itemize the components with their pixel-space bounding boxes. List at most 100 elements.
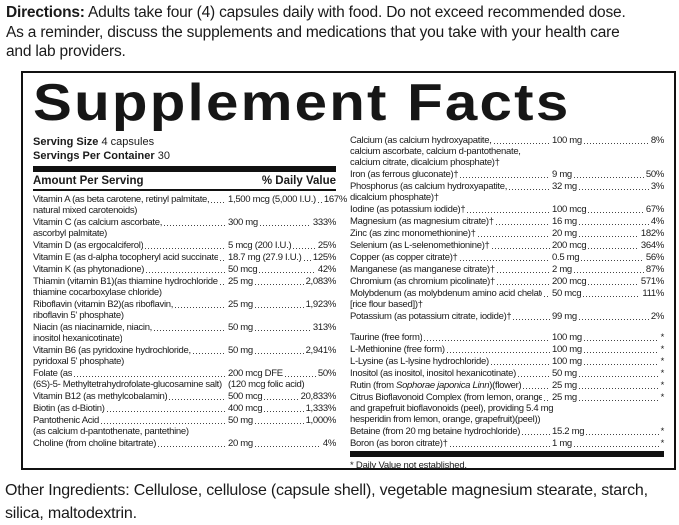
daily-value-header: % Daily Value — [261, 175, 336, 187]
nutrient-name: Thiamin (vitamin B1)(as thiamine hydroch… — [33, 276, 219, 287]
dot-leader — [583, 352, 659, 353]
nutrient-row: Betaine (from 20 mg betaine hydrochlorid… — [350, 426, 664, 437]
dot-leader — [74, 376, 226, 377]
dot-leader — [573, 177, 644, 178]
dot-leader — [169, 399, 226, 400]
nutrient-amount: 25 mg — [228, 299, 253, 310]
nutrient-row-line: Potassium (as potassium citrate, iodide)… — [350, 311, 664, 322]
nutrient-row-line: Magnesium (as magnesium citrate)† 16 mg 4% — [350, 216, 664, 227]
nutrient-row-line: Iron (as ferrous gluconate)† 9 mg 50% — [350, 169, 664, 180]
nutrient-row-line: Phosphorus (as calcium hydroxyapatite, 32… — [350, 181, 664, 192]
dot-leader — [254, 353, 304, 354]
nutrient-name-continuation: calcium ascorbate, calcium d-pantothenat… — [350, 146, 664, 157]
nutrient-amount: 99 mg — [552, 311, 577, 322]
nutrient-row: Boron (as boron citrate)† 1 mg * — [350, 438, 664, 449]
nutrient-row: L-Lysine (as L-lysine hydrochloride) 100 … — [350, 356, 664, 367]
nutrient-daily-value: * — [660, 426, 665, 437]
nutrient-row-line: Choline (from choline bitartrate) 20 mg 4% — [33, 438, 336, 449]
nutrient-daily-value: 333% — [312, 217, 336, 228]
nutrient-amount: 200 mcg — [552, 276, 587, 287]
value-cell: 5 mcg (200 I.U.) 25% — [228, 240, 336, 251]
value-cell: 1,500 mcg (5,000 I.U.) 167% — [228, 194, 347, 205]
dot-leader — [146, 272, 226, 273]
dot-leader — [220, 284, 226, 285]
dot-leader — [449, 446, 550, 447]
nutrient-name: Betaine (from 20 mg betaine hydrochlorid… — [350, 426, 521, 437]
nutrient-amount: 18.7 mg (27.9 I.U.) — [228, 252, 302, 263]
continuation-text: dicalcium phosphate)† — [350, 192, 439, 203]
nutrient-row: Vitamin K (as phytonadione) 50 mcg 42% — [33, 264, 336, 275]
nutrient-name: Biotin (as d-Biotin) — [33, 403, 105, 414]
dot-leader — [459, 260, 550, 261]
nutrient-name: Copper (as copper citrate)† — [350, 252, 458, 263]
dot-leader — [578, 388, 659, 389]
nutrient-name-continuation: riboflavin 5' phosphate) — [33, 310, 336, 321]
nutrient-amount: 50 mcg — [228, 264, 258, 275]
dot-leader — [578, 400, 659, 401]
nutrient-name: Vitamin A (as beta carotene, retinyl pal… — [33, 194, 210, 205]
nutrient-amount: 50 mg — [228, 322, 253, 333]
nutrient-row-line: Vitamin K (as phytonadione) 50 mcg 42% — [33, 264, 336, 275]
nutrient-row: Pantothenic Acid 50 mg 1,000% (as calcium d… — [33, 415, 336, 437]
nutrient-name: Vitamin K (as phytonadione) — [33, 264, 145, 275]
nutrient-daily-value: 125% — [312, 252, 336, 263]
nutrient-daily-value: * — [660, 368, 665, 379]
dot-leader — [264, 399, 299, 400]
nutrient-daily-value: 182% — [640, 228, 664, 239]
continuation-text: calcium ascorbate, calcium d-pantothenat… — [350, 146, 521, 157]
nutrient-daily-value: 4% — [322, 438, 336, 449]
nutrient-row-line: Vitamin D (as ergocalciferol) 5 mcg (200 … — [33, 240, 336, 251]
dot-leader — [164, 225, 226, 226]
directions-line-1: Directions: Adults take four (4) capsule… — [6, 3, 676, 23]
dot-leader — [254, 307, 304, 308]
nutrient-name-continuation: thiamine cocarboxylase chloride) — [33, 287, 336, 298]
value-cell: 200 mcg DFE 50% — [228, 368, 336, 379]
dot-leader — [578, 189, 649, 190]
nutrient-daily-value: * — [660, 332, 665, 343]
dot-leader — [254, 446, 321, 447]
value-cell: 50 mg * — [552, 368, 664, 379]
nutrient-amount: 200 mcg — [552, 240, 587, 251]
continuation-text: pyridoxal 5' phosphate) — [33, 356, 125, 367]
dot-leader — [583, 296, 641, 297]
nutrient-row: Copper (as copper citrate)† 0.5 mg 56% — [350, 252, 664, 263]
nutrient-row: Magnesium (as magnesium citrate)† 16 mg 4% — [350, 216, 664, 227]
nutrient-amount: 100 mcg — [552, 204, 587, 215]
dot-leader — [544, 296, 550, 297]
dot-leader — [583, 143, 649, 144]
nutrient-amount: 1 mg — [552, 438, 572, 449]
nutrient-name-part: )(flower) — [489, 380, 522, 391]
nutrient-amount: 100 mg — [552, 135, 582, 146]
nutrient-row: Vitamin B6 (as pyridoxine hydrochloride,… — [33, 345, 336, 367]
nutrient-row-line: Vitamin E (as d-alpha tocopheryl acid su… — [33, 252, 336, 263]
value-cell: 100 mg * — [552, 332, 664, 343]
dot-leader — [583, 364, 659, 365]
nutrient-amount: 2 mg — [552, 264, 572, 275]
nutrient-name: Phosphorus (as calcium hydroxyapatite, — [350, 181, 508, 192]
nutrient-amount: 50 mg — [552, 368, 577, 379]
nutrient-amount: 32 mg — [552, 181, 577, 192]
left-column-rows: Vitamin A (as beta carotene, retinyl pal… — [33, 194, 347, 449]
nutrient-amount: 15.2 mg — [552, 426, 585, 437]
nutrient-row-line: Vitamin A (as beta carotene, retinyl pal… — [33, 194, 347, 205]
value-cell: 300 mg 333% — [228, 217, 336, 228]
value-cell: 20 mg 182% — [552, 228, 664, 239]
nutrient-amount: 500 mcg — [228, 391, 263, 402]
nutrient-name-continuation: and grapefruit bioflavonoids (peel), pro… — [350, 403, 664, 414]
nutrient-row-line: Riboflavin (vitamin B2)(as riboflavin, 25… — [33, 299, 336, 310]
continuation-text: (as calcium d-pantothenate, pantethine) — [33, 426, 189, 437]
daily-value-footnote: * Daily Value not established. — [350, 460, 467, 470]
nutrient-name: Pantothenic Acid — [33, 415, 99, 426]
nutrient-name-continuation: dicalcium phosphate)† — [350, 192, 664, 203]
supplement-facts-panel: Supplement Facts Serving Size 4 capsules… — [21, 71, 676, 470]
dot-leader — [192, 353, 226, 354]
nutrient-name-continuation: (6S)-5- Methyltetrahydrofolate-glucosami… — [33, 379, 336, 390]
nutrient-daily-value: 67% — [645, 204, 664, 215]
nutrient-name: L-Methionine (free form) — [350, 344, 445, 355]
nutrient-row-line: Chromium (as chromium picolinate)† 200 mc… — [350, 276, 664, 287]
value-cell: 100 mg 8% — [552, 135, 664, 146]
nutrient-secondary-amount: (120 mcg folic acid) — [228, 379, 305, 390]
continuation-text: calcium citrate, dicalcium phosphate)† — [350, 157, 500, 168]
nutrient-row-line: Vitamin B12 (as methylcobalamin) 500 mcg 2… — [33, 391, 336, 402]
nutrient-name: Magnesium (as magnesium citrate)† — [350, 216, 494, 227]
